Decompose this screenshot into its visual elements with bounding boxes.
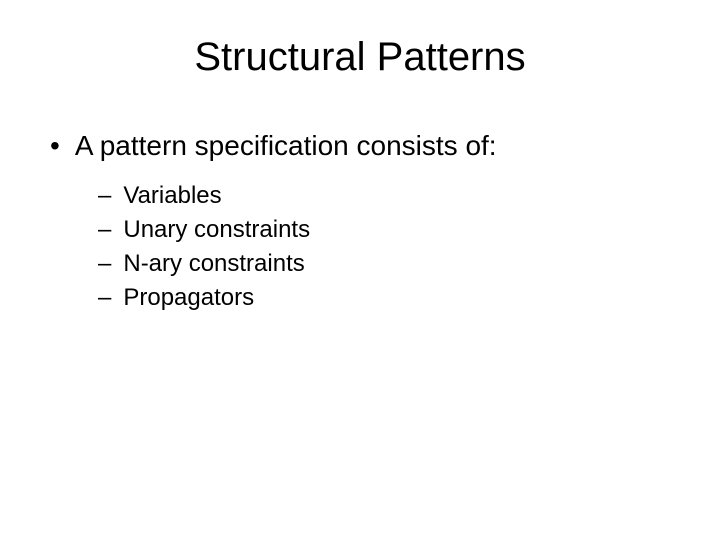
sub-bullet: Propagators <box>98 284 680 312</box>
slide-container: Structural Patterns A pattern specificat… <box>0 0 720 540</box>
sub-bullet: N-ary constraints <box>98 250 680 278</box>
sub-bullet-text: Variables <box>123 182 221 210</box>
sub-bullet-text: Unary constraints <box>123 216 310 244</box>
sub-bullet-text: Propagators <box>123 284 254 312</box>
bullet-main: A pattern specification consists of: <box>50 130 680 162</box>
slide-title: Structural Patterns <box>40 35 680 80</box>
sub-bullet-text: N-ary constraints <box>123 250 304 278</box>
sub-bullet: Unary constraints <box>98 216 680 244</box>
sub-bullet: Variables <box>98 182 680 210</box>
bullet-main-text: A pattern specification consists of: <box>75 130 497 162</box>
